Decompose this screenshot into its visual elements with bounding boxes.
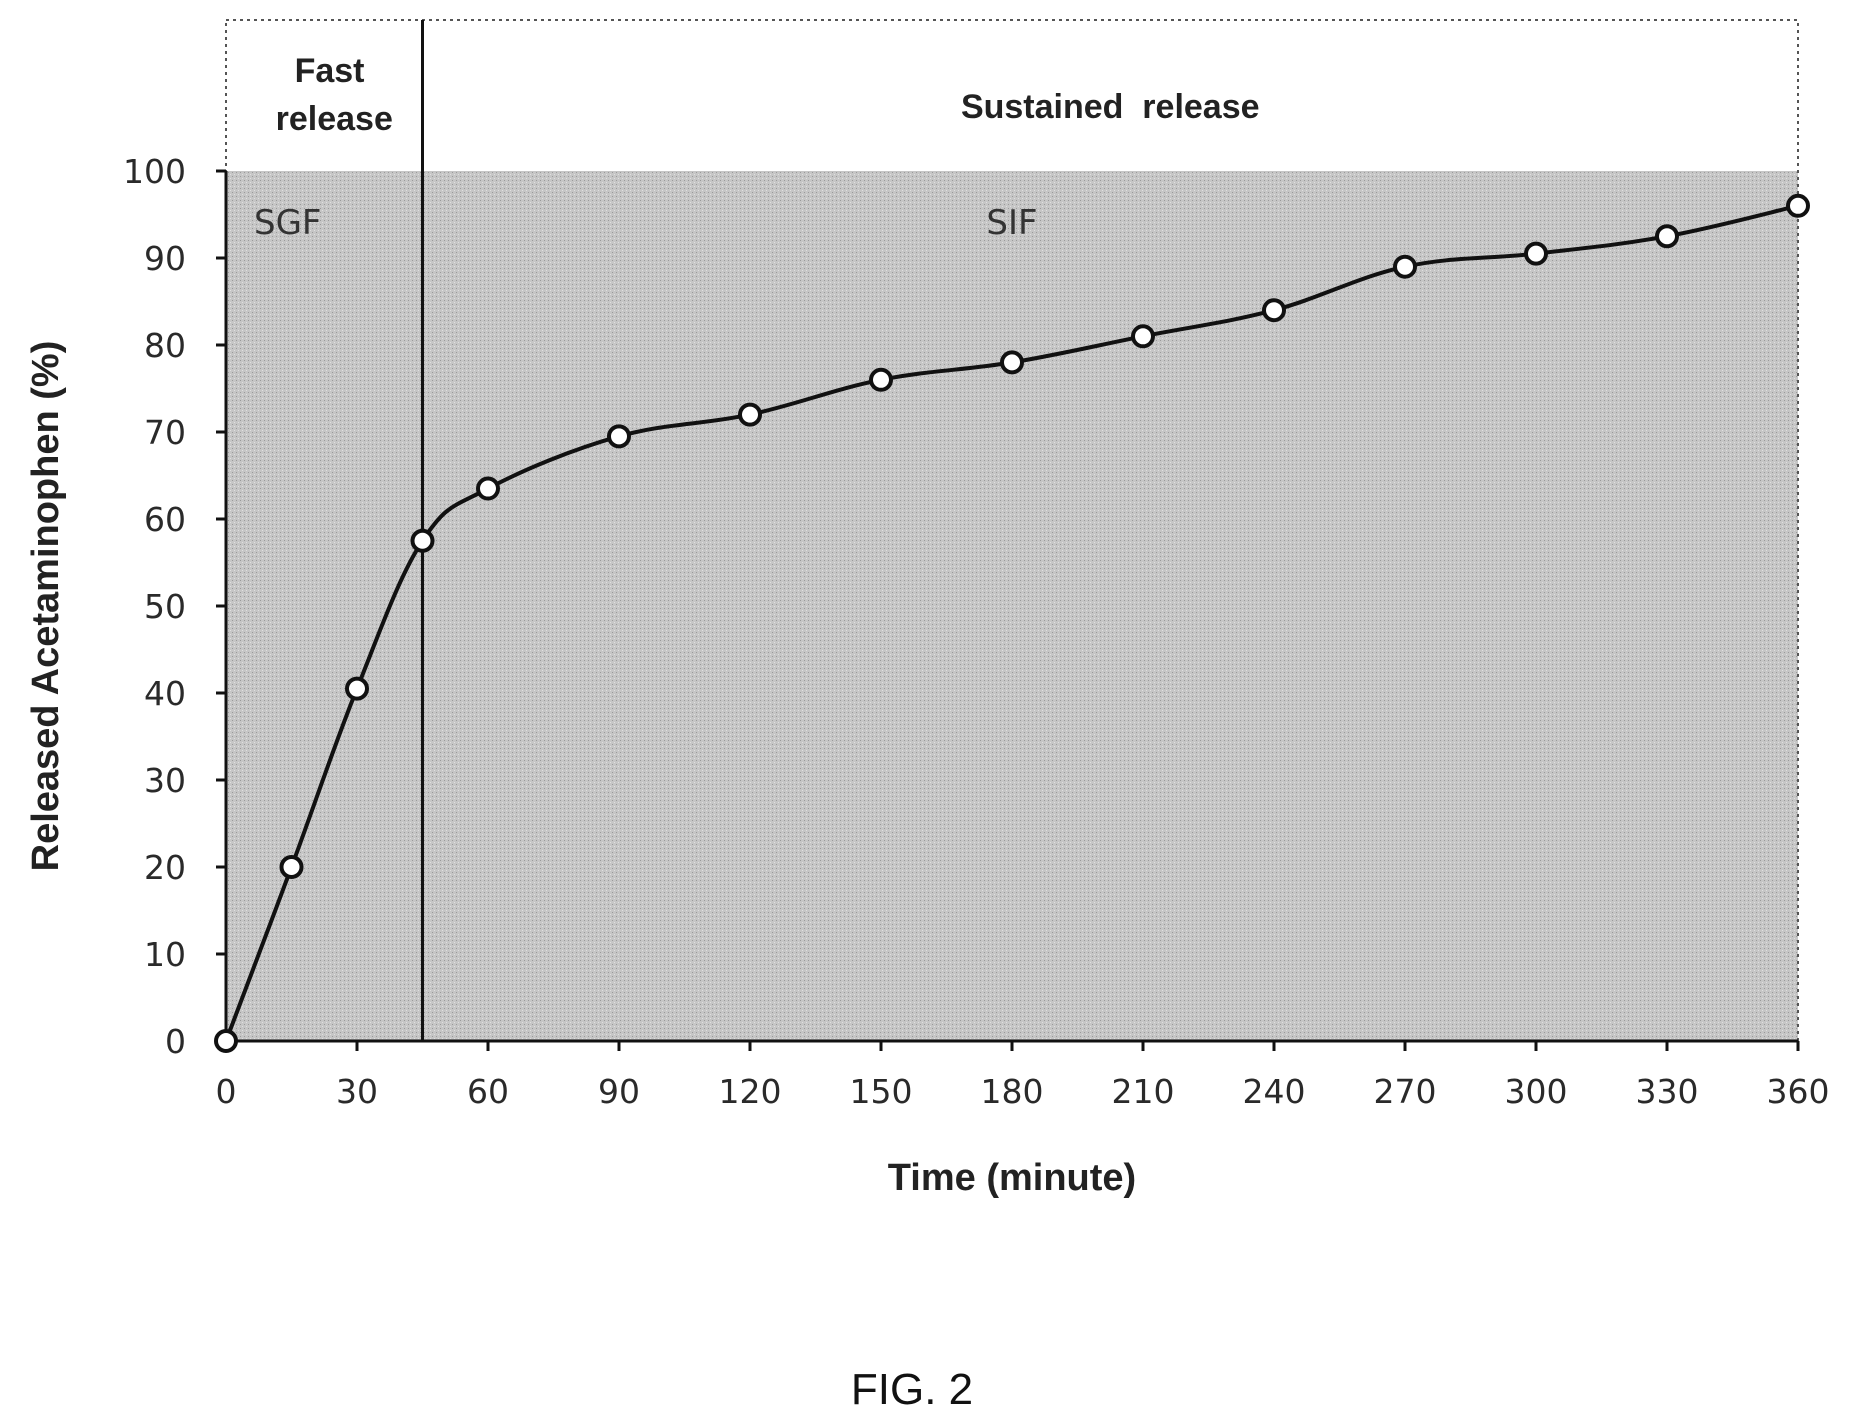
data-point [1524, 241, 1548, 266]
sgf-label: SGF [254, 203, 322, 243]
y-axis-ticks: 0 10 20 30 40 50 60 70 80 90 100 [123, 152, 226, 1061]
x-tick-label: 210 [1112, 1072, 1175, 1111]
data-point [1131, 324, 1155, 349]
data-point [1000, 350, 1024, 375]
y-tick-label: 20 [144, 848, 186, 887]
data-point [214, 1029, 238, 1053]
data-point [738, 402, 762, 427]
x-axis-ticks: 0 30 60 90 120 150 180 210 240 270 300 330 360 [216, 1041, 1830, 1111]
x-tick-label: 30 [336, 1072, 378, 1111]
y-tick-label: 60 [144, 500, 186, 539]
y-tick-label: 100 [123, 152, 186, 191]
y-tick-label: 50 [144, 587, 186, 626]
plot-area [226, 171, 1798, 1041]
y-tick-label: 80 [144, 326, 186, 365]
data-point [345, 676, 369, 701]
data-point [1786, 193, 1810, 218]
data-point [1655, 224, 1679, 249]
data-point [476, 476, 500, 501]
x-tick-label: 180 [981, 1072, 1044, 1111]
y-tick-label: 10 [144, 935, 186, 974]
x-tick-label: 0 [216, 1072, 237, 1111]
fast-release-label-line2: release [276, 100, 393, 138]
sif-label: SIF [986, 203, 1037, 243]
data-point [1393, 254, 1417, 279]
x-tick-label: 360 [1767, 1072, 1830, 1111]
y-tick-label: 0 [165, 1022, 186, 1061]
data-point [869, 367, 893, 392]
y-tick-label: 90 [144, 239, 186, 278]
x-tick-label: 240 [1243, 1072, 1306, 1111]
data-points [214, 193, 1810, 1053]
y-tick-label: 70 [144, 413, 186, 452]
y-tick-label: 30 [144, 761, 186, 800]
x-tick-label: 60 [467, 1072, 509, 1111]
data-point [279, 855, 304, 879]
x-axis-title: Time (minute) [888, 1157, 1136, 1199]
x-tick-label: 300 [1505, 1072, 1568, 1111]
sustained-release-label: Sustained release [961, 88, 1260, 126]
y-tick-label: 40 [144, 674, 186, 713]
data-point [607, 424, 631, 449]
x-tick-label: 330 [1636, 1072, 1699, 1111]
x-tick-label: 150 [850, 1072, 913, 1111]
fast-release-label: Fast release [276, 52, 393, 138]
outer-frame [225, 19, 1799, 1042]
data-point [1262, 298, 1286, 323]
figure-caption: FIG. 2 [851, 1365, 973, 1414]
y-axis-title: Released Acetaminophen (%) [25, 341, 67, 872]
data-point [410, 528, 435, 553]
x-tick-label: 90 [598, 1072, 640, 1111]
fast-release-label-line1: Fast [295, 52, 365, 90]
x-tick-label: 120 [719, 1072, 782, 1111]
x-tick-label: 270 [1374, 1072, 1437, 1111]
